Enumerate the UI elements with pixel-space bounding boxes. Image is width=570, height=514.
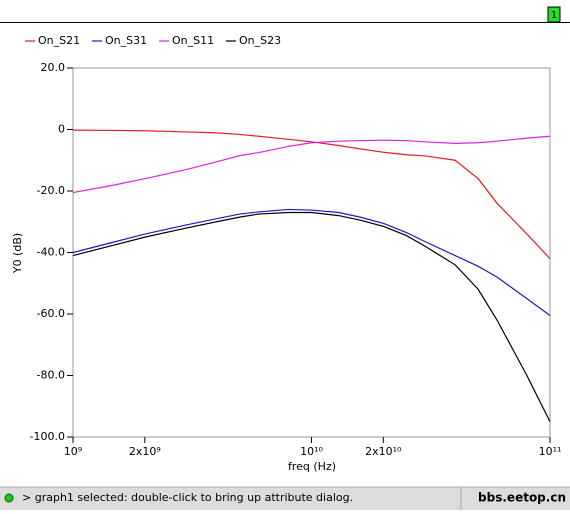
x-tick-label: 10¹⁰ — [300, 445, 323, 458]
legend-label: On_S31 — [105, 34, 147, 47]
y-tick-label: 0 — [58, 123, 65, 136]
graph-tab-label[interactable]: 1 — [551, 10, 557, 21]
y-tick-label: -20.0 — [37, 184, 65, 197]
x-tick-label: 2x10⁹ — [129, 445, 161, 458]
y-axis-title: Y0 (dB) — [11, 233, 24, 274]
status-bar — [0, 487, 570, 510]
x-tick-label: 10¹¹ — [539, 445, 562, 458]
y-tick-label: 20.0 — [41, 61, 66, 74]
legend-label: On_S23 — [239, 34, 281, 47]
line — [72, 211, 551, 422]
plot-area — [72, 67, 551, 438]
line — [72, 208, 551, 317]
status-light — [4, 493, 14, 503]
y-tick-label: -60.0 — [37, 307, 65, 320]
y-tick-label: -40.0 — [37, 246, 65, 259]
x-tick-label: 10⁹ — [64, 445, 82, 458]
line — [72, 135, 551, 194]
line — [72, 129, 551, 260]
watermark: bbs.eetop.cn — [478, 491, 566, 505]
legend-label: On_S11 — [172, 34, 214, 47]
graph-tab[interactable] — [547, 6, 561, 23]
status-message: > graph1 selected: double-click to bring… — [22, 491, 353, 504]
legend-label: On_S21 — [38, 34, 80, 47]
y-tick-label: -80.0 — [37, 369, 65, 382]
x-tick-label: 2x10¹⁰ — [365, 445, 402, 458]
y-tick-label: -100.0 — [30, 430, 65, 443]
x-axis-title: freq (Hz) — [288, 460, 336, 473]
